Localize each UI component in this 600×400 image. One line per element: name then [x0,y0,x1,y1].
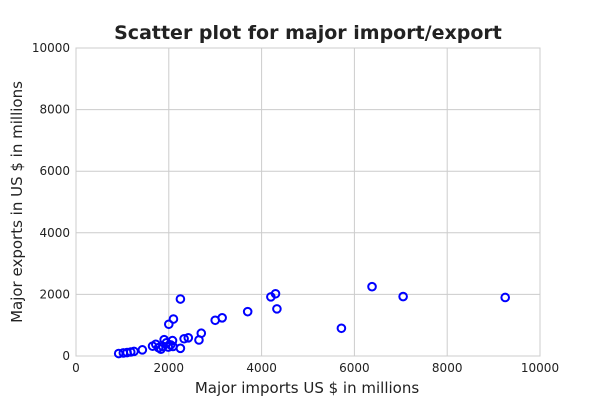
data-point [270,288,281,299]
data-point [164,319,174,330]
data-point [217,313,227,323]
data-points [113,281,511,359]
data-point [272,304,282,314]
data-point [500,292,511,303]
y-axis-label: Major exports in US $ in millions [8,81,26,323]
x-tick-label: 4000 [246,361,277,375]
data-point [242,306,253,317]
data-point [129,346,139,357]
x-tick-label: 10000 [521,361,559,375]
data-point [137,345,148,355]
y-tick-label: 0 [62,349,70,363]
y-tick-label: 4000 [39,226,70,240]
data-point [175,343,186,354]
data-point [196,328,207,339]
x-tick-label: 8000 [432,361,463,375]
y-tick-label: 10000 [32,41,70,55]
data-point [163,342,174,352]
tick-labels: 0 2000 4000 6000 8000 10000 0 2000 4000 6000 8000 1… [32,41,559,375]
x-tick-label: 2000 [154,361,185,375]
y-tick-label: 2000 [39,287,70,301]
chart-title: Scatter plot for major import/export [114,22,502,44]
x-axis-label: Major imports US $ in millions [195,379,420,397]
data-point [179,333,189,344]
x-tick-label: 0 [72,361,80,375]
data-point [398,291,408,302]
data-point [175,294,186,304]
data-point [167,335,178,346]
data-point [367,281,377,292]
data-point [183,333,194,343]
y-tick-label: 6000 [39,164,70,178]
plot-area-frame [75,47,541,357]
x-tick-label: 6000 [339,361,370,375]
data-point [336,323,347,334]
data-point [168,314,179,324]
y-tick-label: 8000 [39,103,70,117]
